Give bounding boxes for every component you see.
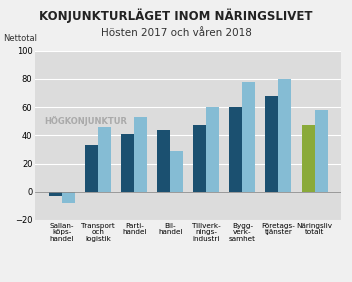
Text: KONJUNKTURLÄGET INOM NÄRINGSLIVET: KONJUNKTURLÄGET INOM NÄRINGSLIVET [39, 8, 313, 23]
Bar [49, 192, 62, 196]
Text: Nettotal: Nettotal [4, 34, 38, 43]
Bar [62, 192, 75, 203]
Bar [98, 127, 111, 192]
Text: HÖGKONJUNKTUR: HÖGKONJUNKTUR [44, 116, 127, 126]
Bar [134, 117, 147, 192]
Bar [278, 79, 291, 192]
Bar [157, 130, 170, 192]
Bar [170, 151, 183, 192]
Bar [243, 82, 256, 192]
Bar [85, 145, 98, 192]
Bar [193, 125, 206, 192]
Bar [206, 107, 219, 192]
Text: Hösten 2017 och våren 2018: Hösten 2017 och våren 2018 [101, 28, 251, 38]
Bar [315, 110, 327, 192]
Bar [302, 125, 315, 192]
Bar [265, 96, 278, 192]
Bar [230, 107, 243, 192]
Bar [121, 134, 134, 192]
